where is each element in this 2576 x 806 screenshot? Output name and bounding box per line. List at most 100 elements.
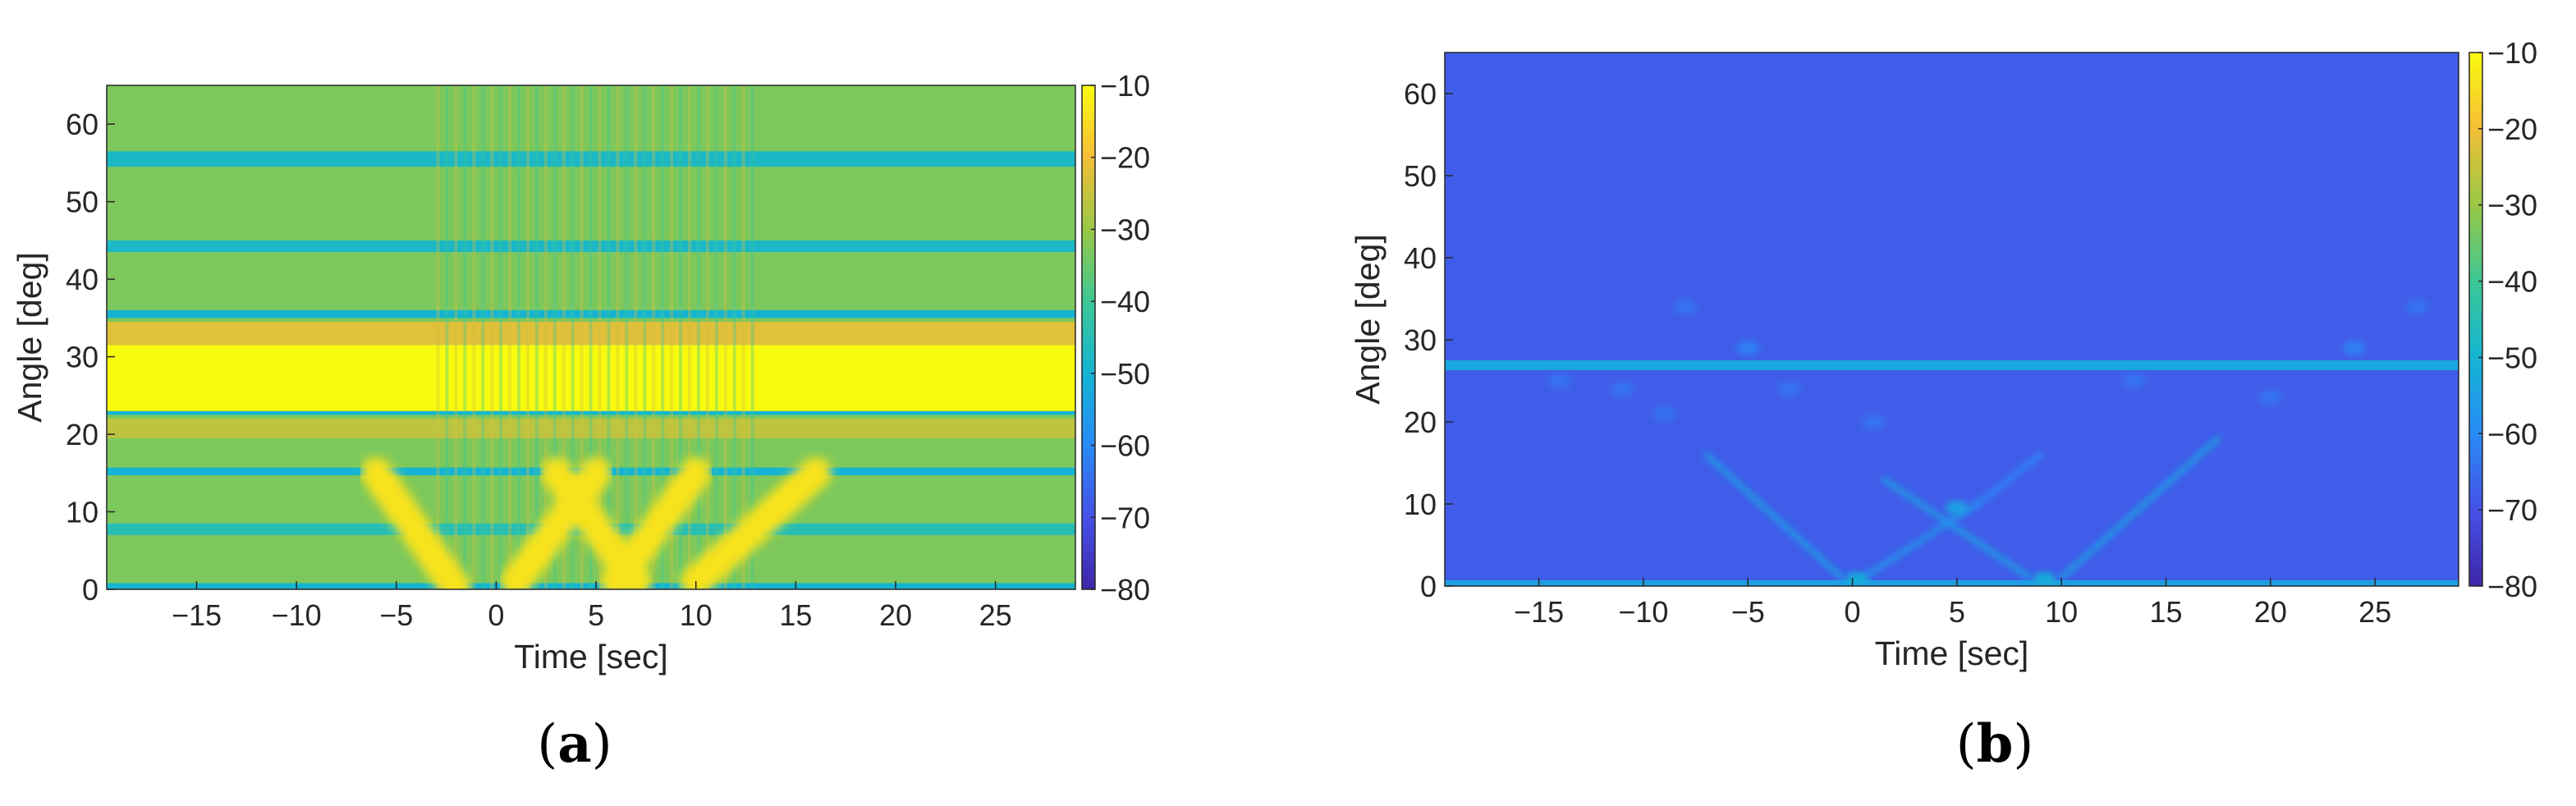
x-tick-label: −5 xyxy=(379,598,413,632)
texture-stripe xyxy=(732,85,736,589)
x-tick-label: 25 xyxy=(2358,595,2391,629)
heatmap-blob xyxy=(1778,382,1802,396)
texture-stripe xyxy=(571,85,575,589)
x-axis-label: Time [sec] xyxy=(514,638,668,675)
heatmap-ridge xyxy=(2059,436,2221,580)
y-tick-label: 30 xyxy=(1404,323,1437,357)
y-tick-label: 20 xyxy=(1404,405,1437,439)
x-tick-label: −15 xyxy=(172,598,222,632)
panel-label: (b) xyxy=(1956,713,2034,775)
heatmap-ridge xyxy=(1703,452,1845,580)
heatmap-band xyxy=(107,309,1075,318)
heatmap-ridge xyxy=(1975,452,2043,506)
texture-stripe xyxy=(516,85,520,589)
x-tick-label: 20 xyxy=(2254,595,2287,629)
colorbar-tick-label: −50 xyxy=(2487,341,2537,374)
texture-stripe xyxy=(580,85,584,589)
texture-stripe xyxy=(436,85,440,589)
texture-stripe xyxy=(454,85,458,589)
heatmap-texture xyxy=(436,85,754,589)
x-tick-label: −10 xyxy=(1618,595,1668,629)
heatmap-blob xyxy=(1611,382,1634,396)
panel-label-close: ) xyxy=(592,714,612,775)
texture-stripe xyxy=(598,85,602,589)
texture-stripe xyxy=(750,85,754,589)
x-tick-label: 0 xyxy=(488,598,504,632)
y-axis-label: Angle [deg] xyxy=(11,252,48,422)
y-tick-label: 60 xyxy=(66,108,99,141)
heatmap-image xyxy=(107,85,1075,589)
heatmap-ridge xyxy=(360,457,472,589)
axes-box xyxy=(106,85,1076,590)
heatmap-blob xyxy=(1845,572,1868,586)
texture-stripe xyxy=(741,85,745,589)
texture-stripe xyxy=(607,85,611,589)
heatmap-blob xyxy=(1548,373,1572,388)
x-tick-label: 25 xyxy=(979,598,1012,632)
x-tick-label: 15 xyxy=(2149,595,2182,629)
heatmap-blob xyxy=(1652,406,1676,421)
colorbar-tick-label: −80 xyxy=(1100,573,1150,607)
y-tick-label: 20 xyxy=(66,418,99,451)
texture-stripe xyxy=(445,85,449,589)
panel-label-open: ( xyxy=(1956,714,1977,775)
texture-stripe xyxy=(561,85,566,589)
y-tick-label: 60 xyxy=(1404,77,1437,111)
heatmap-blob xyxy=(2258,390,2282,405)
texture-stripe xyxy=(714,85,718,589)
y-tick-label: 40 xyxy=(1404,241,1437,275)
colorbar-tick-label: −70 xyxy=(2487,493,2537,527)
texture-stripe xyxy=(696,85,700,589)
texture-stripe xyxy=(670,85,674,589)
heatmap-blob xyxy=(1736,341,1760,355)
colorbar-tick-label: −80 xyxy=(2487,570,2537,603)
y-tick-label: 10 xyxy=(66,496,99,529)
heatmap-band xyxy=(107,240,1075,253)
heatmap-ridge xyxy=(1860,501,1981,580)
texture-stripe xyxy=(625,85,629,589)
heatmap-ridge xyxy=(600,457,712,589)
colorbar-tick-label: −70 xyxy=(1100,501,1150,534)
texture-stripe xyxy=(525,85,529,589)
y-tick-label: 30 xyxy=(66,341,99,374)
x-tick-label: 10 xyxy=(680,598,713,632)
texture-stripe xyxy=(481,85,485,589)
colorbar-tick-label: −40 xyxy=(1100,285,1150,318)
x-axis-label: Time [sec] xyxy=(1875,634,2029,672)
texture-stripe xyxy=(634,85,638,589)
y-tick-label: 0 xyxy=(82,573,99,607)
texture-stripe xyxy=(543,85,548,589)
x-tick-label: 20 xyxy=(879,598,912,632)
texture-stripe xyxy=(472,85,476,589)
colorbar-tick-label: −10 xyxy=(2487,36,2537,70)
x-tick-label: −5 xyxy=(1731,595,1765,629)
heatmap-band xyxy=(107,410,1075,415)
heatmap-blob xyxy=(2123,373,2147,388)
x-tick-label: 5 xyxy=(1949,595,1965,629)
y-tick-label: 40 xyxy=(66,263,99,296)
texture-stripe xyxy=(552,85,557,589)
x-tick-label: −10 xyxy=(272,598,322,632)
heatmap-band xyxy=(1445,580,2459,586)
texture-stripe xyxy=(661,85,665,589)
texture-stripe xyxy=(499,85,503,589)
texture-stripe xyxy=(705,85,709,589)
panel-label-letter: b xyxy=(1977,713,2014,775)
texture-stripe xyxy=(679,85,683,589)
texture-stripe xyxy=(723,85,727,589)
heatmap-band xyxy=(107,151,1075,167)
x-tick-label: −15 xyxy=(1514,595,1564,629)
colorbar-tick-label: −60 xyxy=(1100,429,1150,463)
texture-stripe xyxy=(463,85,467,589)
heatmap-ridge xyxy=(500,457,612,589)
x-tick-label: 15 xyxy=(779,598,812,632)
texture-stripe xyxy=(534,85,539,589)
panel-label: (a) xyxy=(537,713,612,775)
x-tick-label: 0 xyxy=(1845,595,1861,629)
texture-stripe xyxy=(490,85,494,589)
heatmap-blob xyxy=(1673,300,1697,314)
x-tick-label: 5 xyxy=(588,598,604,632)
y-tick-label: 0 xyxy=(1420,570,1437,603)
heatmap-band xyxy=(107,583,1075,589)
